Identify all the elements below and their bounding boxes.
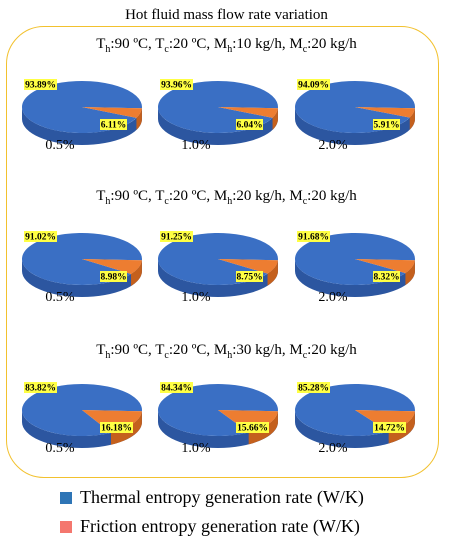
- pie-1-1.0-concentration-label: 1.0%: [181, 138, 211, 153]
- pie-2-1.0-friction-label: 8.75%: [236, 273, 262, 283]
- pie-1-0.5-friction-side: [136, 108, 142, 130]
- legend-label-friction: Friction entropy generation rate (W/K): [80, 516, 360, 536]
- pie-1-2.0-friction-side: [409, 108, 415, 130]
- pie-3-2.0-friction-label: 14.72%: [374, 424, 405, 434]
- pie-2-0.5-friction-label: 8.98%: [100, 273, 126, 283]
- pie-1-1.0-thermal-label-bg: [160, 79, 193, 90]
- pie-3-2.0-thermal-label-bg: [297, 382, 330, 393]
- pie-1-1.0-friction-slice: [218, 107, 278, 118]
- pie-2-2.0-friction-label-bg: [373, 271, 400, 282]
- pie-3-1.0-thermal-label: 84.34%: [161, 384, 192, 394]
- pie-2-0.5-friction-side: [131, 260, 142, 286]
- pie-3-0.5-friction-label: 16.18%: [101, 424, 132, 434]
- pie-3-2.0-concentration-label: 2.0%: [318, 441, 348, 456]
- pie-2-0.5-friction-slice: [82, 259, 142, 274]
- pie-2-2.0-friction-label: 8.32%: [373, 273, 399, 283]
- pie-1-0.5-friction-label-bg: [100, 119, 127, 130]
- pie-1-2.0-thermal-label: 94.09%: [298, 81, 329, 91]
- pie-3-2.0-thermal-label: 85.28%: [298, 384, 329, 394]
- pie-3-2.0-friction-label-bg: [373, 422, 406, 433]
- pie-3-1.0-thermal-side: [158, 410, 278, 448]
- pie-2-0.5-thermal-label: 91.02%: [25, 233, 56, 243]
- pie-3-0.5-concentration-label: 0.5%: [45, 441, 75, 456]
- legend-item-friction: Friction entropy generation rate (W/K): [60, 516, 360, 537]
- pie-1-2.0-friction-label-bg: [373, 119, 400, 130]
- pie-2-2.0-thermal-label-bg: [297, 231, 330, 242]
- pie-1-1.0-thermal-side: [158, 107, 278, 145]
- pie-3-0.5-thermal-label-bg: [24, 382, 57, 393]
- pie-1-1.0-thermal-label: 93.96%: [161, 81, 192, 91]
- pie-1-2.0-concentration-label: 2.0%: [318, 138, 348, 153]
- legend-swatch-friction: [60, 520, 72, 533]
- pie-charts: 93.89% 6.11% 0.5% 93.96% 6.04% 1.0% 94.09% 5.91…: [21, 79, 415, 456]
- condition-heading-2: Th:90 ºC, Tc:20 ºC, Mh:20 kg/h, Mc:20 kg…: [96, 188, 357, 207]
- pie-1-2.0-thermal-side: [295, 107, 415, 145]
- pie-3-1.0-concentration-label: 1.0%: [181, 441, 211, 456]
- pie-2-1.0-thermal-label-bg: [160, 231, 193, 242]
- pie-2-0.5-friction-label-bg: [100, 271, 127, 282]
- pie-1-0.5-thermal-label-bg: [24, 79, 57, 90]
- pie-2-2.0-thermal-side: [295, 259, 415, 297]
- pie-3-2.0-thermal-side: [295, 410, 415, 448]
- pie-1-2.0-friction-label: 5.91%: [373, 121, 399, 131]
- pie-1-0.5-concentration-label: 0.5%: [45, 138, 75, 153]
- pie-1-1.0-friction-label: 6.04%: [236, 121, 262, 131]
- pie-2-1.0-friction-slice: [218, 259, 278, 274]
- pie-1-2.0-thermal-label-bg: [297, 79, 330, 90]
- chart-panel-border: [6, 26, 439, 478]
- pie-2-0.5-concentration-label: 0.5%: [45, 290, 75, 305]
- condition-heading-1: Th:90 ºC, Tc:20 ºC, Mh:10 kg/h, Mc:20 kg…: [96, 36, 357, 55]
- pie-3-1.0-thermal-label-bg: [160, 382, 193, 393]
- pie-2-0.5-thermal-label-bg: [24, 231, 57, 242]
- pie-3-0.5-friction-label-bg: [100, 422, 133, 433]
- pie-2-1.0-thermal-side: [158, 259, 278, 297]
- pie-1-1.0-friction-label-bg: [236, 119, 263, 130]
- pie-3-0.5-thermal-slice: [22, 384, 143, 437]
- pie-2-1.0-friction-side: [267, 260, 278, 286]
- pie-2-1.0-friction-label-bg: [236, 271, 263, 282]
- pie-2-2.0-concentration-label: 2.0%: [318, 290, 348, 305]
- chart-title: Hot fluid mass flow rate variation: [125, 7, 328, 23]
- pie-3-2.0-thermal-slice: [295, 384, 415, 436]
- pie-1-0.5-friction-label: 6.11%: [101, 121, 127, 131]
- pie-2-2.0-friction-side: [405, 260, 415, 286]
- pie-1-0.5-thermal-side: [22, 107, 142, 145]
- pie-2-1.0-concentration-label: 1.0%: [181, 290, 211, 305]
- legend-item-thermal: Thermal entropy generation rate (W/K): [60, 487, 364, 508]
- condition-heading-3: Th:90 ºC, Tc:20 ºC, Mh:30 kg/h, Mc:20 kg…: [96, 342, 357, 361]
- pie-3-1.0-friction-label-bg: [236, 422, 269, 433]
- pie-2-1.0-thermal-label: 91.25%: [161, 233, 192, 243]
- pie-1-0.5-thermal-label: 93.89%: [25, 81, 56, 91]
- pie-2-0.5-thermal-side: [22, 259, 142, 297]
- pie-2-2.0-friction-slice: [355, 259, 415, 274]
- legend-swatch-thermal: [60, 491, 72, 504]
- legend-label-thermal: Thermal entropy generation rate (W/K): [80, 487, 364, 507]
- pie-1-2.0-friction-slice: [355, 107, 415, 118]
- pie-3-1.0-friction-label: 15.66%: [237, 424, 268, 434]
- pie-2-2.0-thermal-label: 91.68%: [298, 233, 329, 243]
- pie-1-1.0-friction-side: [272, 108, 278, 130]
- pie-3-0.5-thermal-label: 83.82%: [25, 384, 56, 394]
- pie-1-0.5-friction-slice: [82, 107, 142, 118]
